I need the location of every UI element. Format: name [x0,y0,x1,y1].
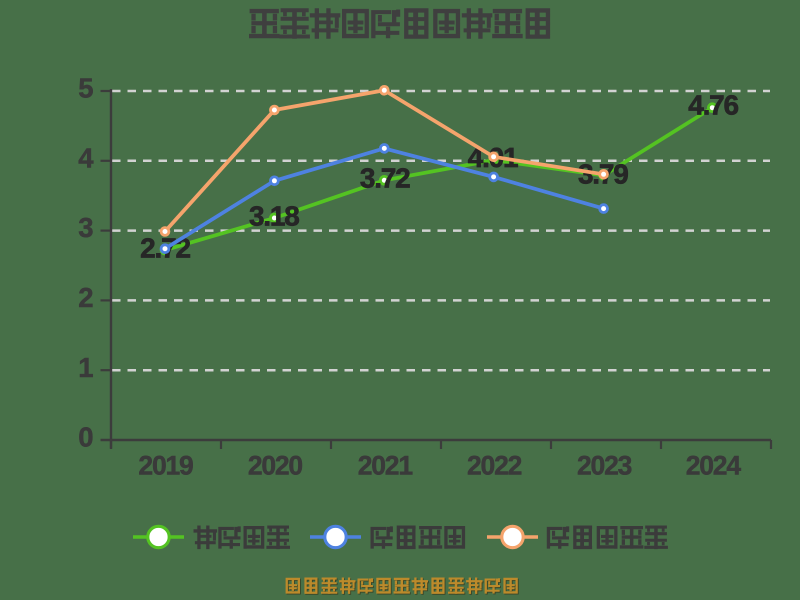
svg-text:5: 5 [78,73,93,104]
svg-text:2: 2 [78,282,93,313]
svg-text:3.18: 3.18 [249,201,299,232]
svg-text:2019: 2019 [138,451,193,481]
svg-text:1: 1 [78,352,93,383]
svg-text:2022: 2022 [467,451,522,481]
svg-text:2024: 2024 [686,451,742,481]
svg-text:3.72: 3.72 [360,163,410,194]
svg-text:0: 0 [78,422,93,453]
svg-text:4: 4 [78,142,94,173]
svg-text:2021: 2021 [358,451,413,481]
svg-text:4.76: 4.76 [688,89,738,120]
svg-text:2023: 2023 [577,451,632,481]
svg-text:2020: 2020 [248,451,303,481]
svg-text:3: 3 [78,212,93,243]
